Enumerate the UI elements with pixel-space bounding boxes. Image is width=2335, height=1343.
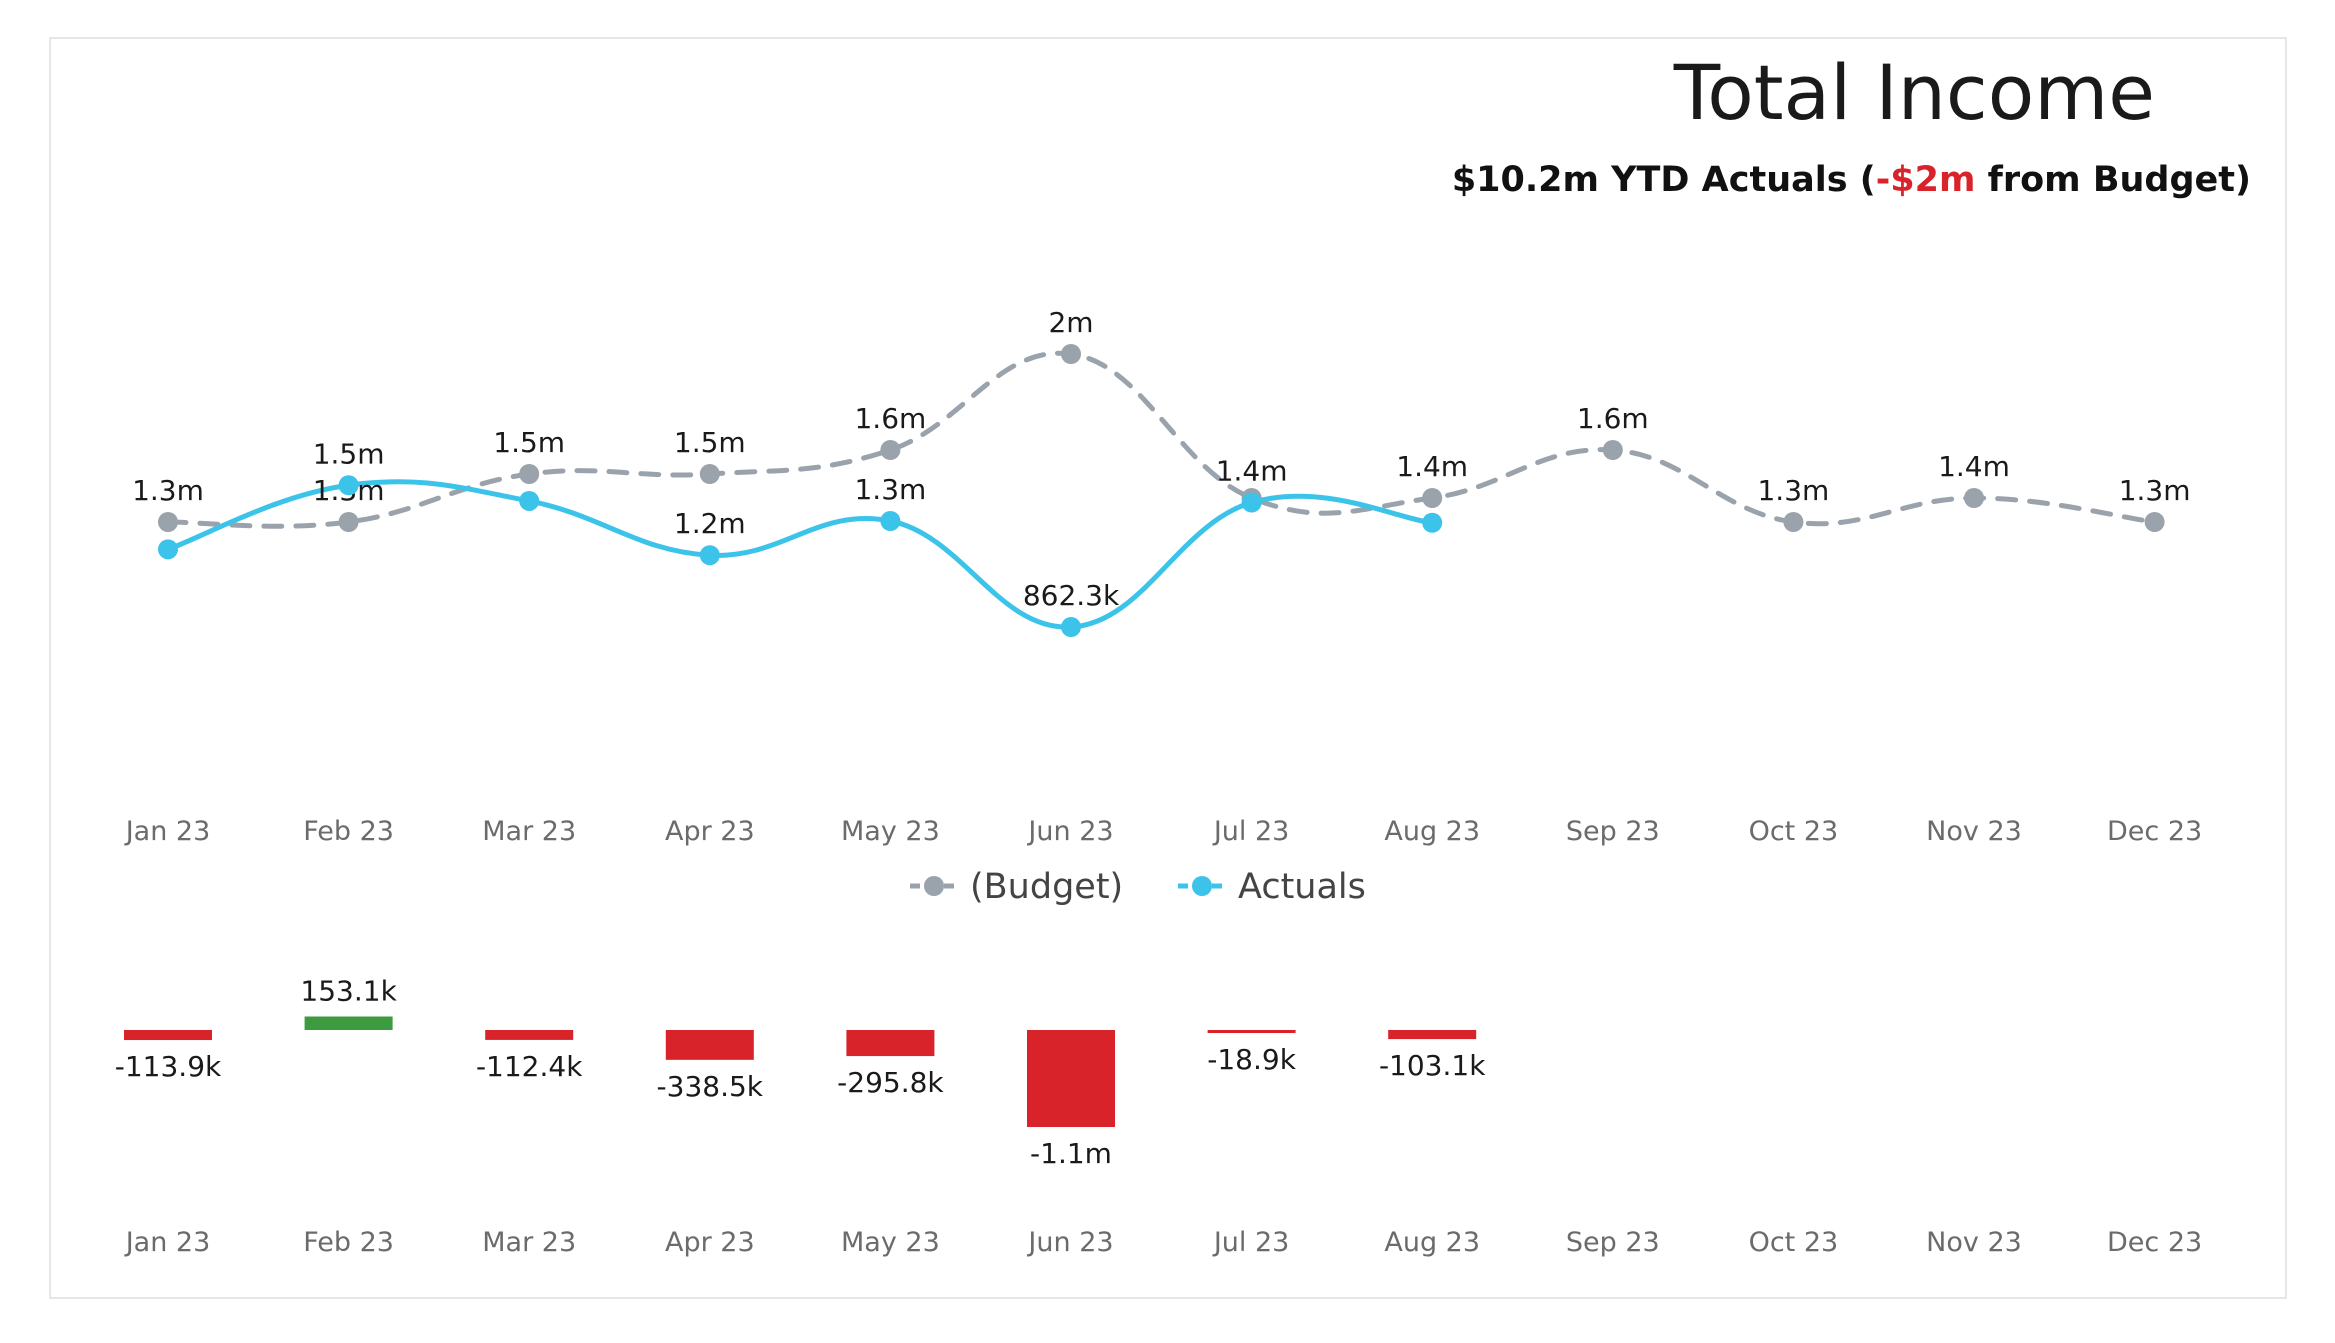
budget-data-label: 1.6m — [1577, 402, 1649, 435]
subtitle-delta: -$2m — [1875, 160, 1976, 200]
line-x-tick-label: Feb 23 — [303, 816, 394, 847]
line-x-tick-label: Nov 23 — [1926, 816, 2022, 847]
budget-point — [880, 440, 901, 460]
bar-x-tick-label: Dec 23 — [2107, 1227, 2202, 1258]
bar-x-tick-label: Feb 23 — [303, 1227, 394, 1258]
budget-point — [519, 464, 540, 484]
subtitle-prefix: $10.2m YTD Actuals ( — [1451, 160, 1876, 200]
variance-bar-label: 153.1k — [300, 974, 397, 1007]
actuals-data-label: 1.3m — [854, 473, 926, 506]
budget-point — [2144, 512, 2165, 532]
legend-budget-marker — [924, 876, 944, 896]
variance-bar — [304, 1016, 393, 1030]
bar-x-tick-label: Jul 23 — [1212, 1227, 1290, 1258]
variance-bar — [124, 1030, 212, 1041]
line-x-tick-label: Apr 23 — [665, 816, 755, 847]
legend-budget-label: (Budget) — [970, 867, 1123, 907]
line-x-tick-label: Aug 23 — [1384, 816, 1480, 847]
subtitle-suffix: from Budget) — [1975, 160, 2251, 200]
budget-point — [1602, 440, 1623, 460]
line-x-tick-label: Mar 23 — [482, 816, 576, 847]
actuals-point — [519, 490, 540, 511]
actuals-point — [1061, 617, 1081, 638]
bar-x-tick-label: Jan 23 — [124, 1227, 211, 1258]
variance-bar — [1388, 1030, 1477, 1040]
actuals-point — [338, 475, 359, 496]
actuals-point — [699, 545, 720, 566]
bar-x-tick-label: Jun 23 — [1026, 1227, 1113, 1258]
budget-data-label: 2m — [1048, 306, 1093, 339]
variance-bar-label: -18.9k — [1207, 1043, 1296, 1076]
actuals-data-label: 1.5m — [313, 437, 385, 470]
actuals-data-label: 1.4m — [1216, 455, 1288, 488]
budget-point — [1783, 512, 1804, 532]
line-x-tick-label: Dec 23 — [2107, 816, 2202, 847]
bar-x-tick-label: May 23 — [841, 1227, 940, 1258]
budget-data-label: 1.5m — [493, 426, 565, 459]
line-x-tick-label: Jul 23 — [1212, 816, 1290, 847]
line-x-tick-label: Jan 23 — [124, 816, 211, 847]
actuals-point — [1422, 512, 1443, 533]
variance-bar-label: -338.5k — [657, 1070, 764, 1103]
series-line-actuals — [165, 479, 1435, 630]
variance-bar-label: -295.8k — [837, 1066, 944, 1099]
budget-data-label: 1.4m — [1938, 450, 2010, 483]
variance-bar-label: -103.1k — [1379, 1049, 1486, 1082]
bar-x-tick-label: Aug 23 — [1384, 1227, 1480, 1258]
chart-title: Total Income — [1673, 48, 2155, 137]
actuals-point — [158, 539, 178, 560]
budget-data-label: 1.3m — [1757, 474, 1829, 507]
budget-point — [1964, 488, 1984, 508]
budget-data-label: 1.3m — [132, 474, 204, 507]
variance-bar — [485, 1030, 574, 1040]
chart-card — [49, 37, 2287, 1299]
bar-x-tick-label: Nov 23 — [1926, 1227, 2022, 1258]
legend-actuals-label: Actuals — [1238, 867, 1366, 907]
budget-point — [1422, 488, 1443, 508]
bar-x-tick-label: Oct 23 — [1749, 1227, 1839, 1258]
variance-bar-label: -113.9k — [115, 1050, 222, 1083]
budget-data-label: 1.5m — [674, 426, 746, 459]
bar-x-tick-label: Mar 23 — [482, 1227, 576, 1258]
legend-actuals-marker — [1192, 876, 1212, 896]
budget-data-label: 1.6m — [854, 402, 926, 435]
chart-subtitle: $10.2m YTD Actuals (-$2m from Budget) — [1452, 160, 2251, 200]
line-x-tick-label: May 23 — [841, 816, 940, 847]
variance-bar-label: -1.1m — [1030, 1137, 1112, 1170]
actuals-data-label: 1.2m — [674, 507, 746, 540]
budget-data-label: 1.3m — [2119, 474, 2191, 507]
line-x-tick-label: Sep 23 — [1566, 816, 1660, 847]
variance-bar — [665, 1030, 754, 1060]
series-line-budget — [165, 350, 2158, 529]
line-x-tick-label: Jun 23 — [1026, 816, 1113, 847]
budget-point — [1061, 344, 1081, 364]
bar-x-tick-label: Apr 23 — [665, 1227, 755, 1258]
budget-point — [158, 512, 178, 532]
variance-bar-label: -112.4k — [476, 1050, 583, 1083]
actuals-point — [880, 510, 901, 531]
variance-bar — [1027, 1030, 1115, 1127]
actuals-point — [1241, 492, 1262, 513]
bar-x-tick-label: Sep 23 — [1566, 1227, 1660, 1258]
variance-bar — [1207, 1030, 1296, 1033]
budget-point — [699, 464, 720, 484]
variance-bar — [846, 1030, 935, 1057]
budget-point — [338, 512, 359, 532]
actuals-data-label: 862.3k — [1023, 579, 1120, 612]
budget-data-label: 1.4m — [1396, 450, 1468, 483]
line-x-tick-label: Oct 23 — [1749, 816, 1839, 847]
